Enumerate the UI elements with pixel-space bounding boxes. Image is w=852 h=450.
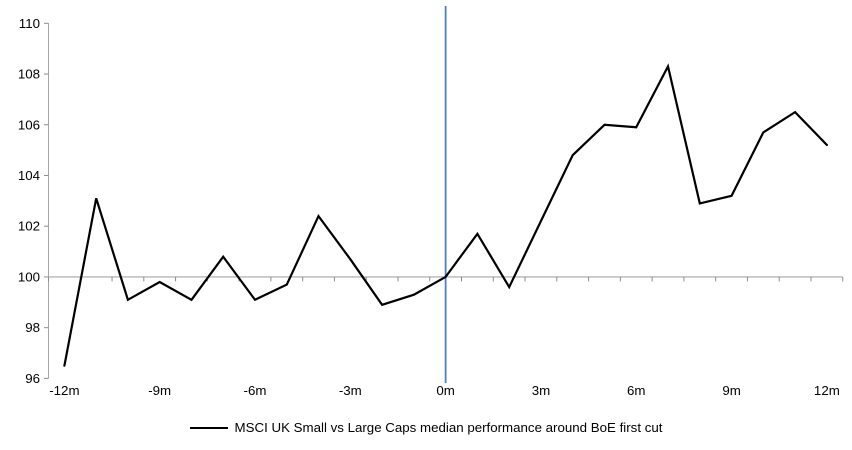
legend: MSCI UK Small vs Large Caps median perfo… bbox=[0, 420, 852, 435]
y-axis-tick-label: 98 bbox=[25, 320, 40, 335]
series-line bbox=[63, 63, 829, 367]
legend-label: MSCI UK Small vs Large Caps median perfo… bbox=[234, 420, 663, 435]
x-axis-tick-label: 3m bbox=[532, 383, 550, 398]
y-axis-tick-label: 96 bbox=[25, 371, 40, 386]
x-axis-tick-label: 12m bbox=[814, 383, 840, 398]
x-axis-tick-label: 6m bbox=[627, 383, 645, 398]
x-axis-tick-label: -12m bbox=[49, 383, 79, 398]
x-axis-tick-label: 0m bbox=[436, 383, 454, 398]
y-axis-tick-label: 106 bbox=[18, 117, 40, 132]
y-axis-tick-label: 110 bbox=[19, 16, 40, 31]
legend-line-sample bbox=[189, 426, 228, 429]
x-axis-tick-label: 9m bbox=[722, 383, 740, 398]
x-axis-tick-label: -3m bbox=[339, 383, 362, 398]
x-axis-tick-label: -9m bbox=[148, 383, 171, 398]
y-axis-tick-label: 108 bbox=[18, 67, 40, 82]
y-axis-tick-label: 100 bbox=[18, 269, 40, 284]
y-axis-tick-label: 102 bbox=[18, 219, 40, 234]
y-axis-tick-label: 104 bbox=[18, 168, 40, 183]
x-axis-tick-label: -6m bbox=[244, 383, 267, 398]
